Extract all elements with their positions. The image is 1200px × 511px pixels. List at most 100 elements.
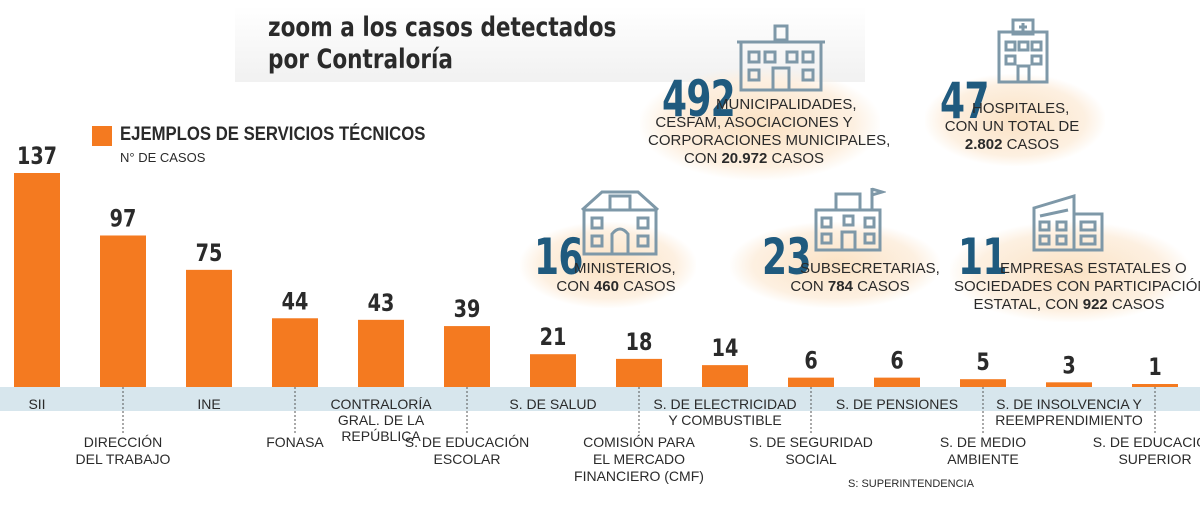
value-label-2: 75 <box>196 240 223 268</box>
callout-municipal-line3: CORPORACIONES MUNICIPALES, <box>648 132 891 149</box>
category-label-1-line-0: DIRECCIÓN <box>84 434 163 450</box>
ministry-building-icon <box>580 190 660 256</box>
hospital-icon <box>997 18 1049 84</box>
value-label-12: 3 <box>1062 352 1075 380</box>
category-label-4-line-2: REPÚBLICA <box>341 428 421 444</box>
category-label-0-line-0: SII <box>28 396 45 412</box>
value-label-6: 21 <box>540 324 567 352</box>
callout-hospital-line1: HOSPITALES, <box>972 100 1070 117</box>
footnote: S: SUPERINTENDENCIA <box>848 478 974 490</box>
callout-subsec-cases: 784 <box>827 278 853 295</box>
callout-subsec-line1: SUBSECRETARIAS, <box>800 260 940 277</box>
callout-company-line1: EMPRESAS ESTATALES O <box>1000 260 1187 277</box>
callout-bubble-hospital <box>925 74 1105 166</box>
callout-ministry-line2c: CASOS <box>618 278 676 295</box>
bar-12 <box>1046 382 1092 387</box>
callout-municipal-line4: CON 20.972 CASOS <box>648 150 860 168</box>
category-label-8-line-1: Y COMBUSTIBLE <box>668 412 781 428</box>
callout-hospital-line3: 2.802 CASOS <box>932 136 1092 154</box>
bar-7 <box>616 358 662 387</box>
callout-municipal-line4c: CASOS <box>767 150 825 167</box>
callout-hospital-line2: CON UN TOTAL DE <box>944 118 1080 135</box>
callout-hospital-cases: 2.802 <box>964 136 1003 153</box>
category-label-7-line-2: FINANCIERO (CMF) <box>574 468 704 484</box>
callout-municipal-line2: CESFAM, ASOCIACIONES Y <box>655 114 853 131</box>
callout-municipal-cases: 20.972 <box>721 150 768 167</box>
value-label-11: 5 <box>976 349 989 377</box>
category-label-7-line-1: EL MERCADO <box>593 451 685 467</box>
callout-number-ministry: 16 <box>534 228 583 286</box>
category-label-4-line-0: CONTRALORÍA <box>330 396 432 412</box>
callout-number-subsec: 23 <box>762 228 811 286</box>
callout-number-company: 11 <box>958 228 1007 286</box>
value-label-10: 6 <box>890 348 903 376</box>
category-label-7-line-0: COMISIÓN PARA <box>583 434 695 450</box>
value-label-7: 18 <box>626 329 653 357</box>
callout-number-municipal: 492 <box>662 70 736 128</box>
callout-company-cases: 922 <box>1082 296 1108 313</box>
value-label-5: 39 <box>454 296 481 324</box>
city-hall-icon <box>737 24 825 92</box>
callout-bubble-subsec <box>730 222 940 308</box>
category-label-4-line-1: GRAL. DE LA <box>338 412 425 428</box>
callout-subsec-line2c: CASOS <box>852 278 910 295</box>
category-label-13-line-0: S. DE EDUCACIÓN <box>1093 434 1200 450</box>
callout-company-line2: SOCIEDADES CON PARTICIPACIÓN <box>954 278 1200 295</box>
category-label-1-line-1: DEL TRABAJO <box>76 451 171 467</box>
value-label-9: 6 <box>804 348 817 376</box>
bar-1 <box>100 235 146 387</box>
callout-text-hospital: HOSPITALES, CON UN TOTAL DE 2.802 CASOS <box>932 100 1092 154</box>
category-label-10-line-0: S. DE PENSIONES <box>836 396 958 412</box>
value-label-1: 97 <box>110 205 137 233</box>
legend-sublabel: N° DE CASOS <box>120 150 206 165</box>
baseline-band <box>0 387 1200 411</box>
category-label-11-line-0: S. DE MEDIO <box>940 434 1026 450</box>
category-label-2-line-0: INE <box>197 396 220 412</box>
company-building-icon <box>1032 193 1104 252</box>
callout-ministry-cases: 460 <box>593 278 619 295</box>
bar-6 <box>530 354 576 387</box>
value-label-8: 14 <box>712 335 739 363</box>
bar-3 <box>272 318 318 387</box>
callout-number-hospital: 47 <box>940 72 989 130</box>
bar-8 <box>702 365 748 387</box>
callout-bubble-company <box>950 222 1190 322</box>
category-label-12-line-1: REEMPRENDIMIENTO <box>995 412 1143 428</box>
legend-swatch <box>92 126 112 146</box>
callout-text-ministry: MINISTERIOS, CON 460 CASOS <box>546 260 686 296</box>
callout-subsec-line2a: CON <box>790 278 828 295</box>
category-label-8-line-0: S. DE ELECTRICIDAD <box>653 396 796 412</box>
callout-ministry-line2: CON 460 CASOS <box>546 278 686 296</box>
value-label-0: 137 <box>17 143 57 171</box>
callout-text-municipal: MUNICIPALIDADES, CESFAM, ASOCIACIONES Y … <box>648 96 891 168</box>
bar-2 <box>186 269 232 387</box>
bar-13 <box>1132 384 1178 387</box>
category-label-3-line-0: FONASA <box>266 434 324 450</box>
callout-municipal-line1: MUNICIPALIDADES, <box>716 96 857 113</box>
callout-bubble-municipal <box>640 68 880 180</box>
bar-10 <box>874 377 920 387</box>
value-label-3: 44 <box>282 288 309 316</box>
category-label-5-line-1: ESCOLAR <box>434 451 501 467</box>
category-label-12-line-0: S. DE INSOLVENCIA Y <box>996 396 1142 412</box>
category-label-9-line-0: S. DE SEGURIDAD <box>749 434 873 450</box>
callout-text-company: EMPRESAS ESTATALES O SOCIEDADES CON PART… <box>954 260 1200 314</box>
bar-9 <box>788 377 834 387</box>
legend-label: EJEMPLOS DE SERVICIOS TÉCNICOS <box>120 124 426 145</box>
school-building-icon <box>814 187 886 252</box>
bar-0 <box>14 173 60 387</box>
category-label-13-line-1: SUPERIOR <box>1118 451 1191 467</box>
callout-company-line3: ESTATAL, CON 922 CASOS <box>954 296 1184 314</box>
bar-11 <box>960 379 1006 387</box>
callout-bubble-ministry <box>520 222 696 308</box>
callout-company-line3a: ESTATAL, CON <box>973 296 1083 313</box>
category-label-9-line-1: SOCIAL <box>785 451 837 467</box>
bar-4 <box>358 319 404 387</box>
callout-municipal-line4a: CON <box>683 150 722 167</box>
category-label-5-line-0: S. DE EDUCACIÓN <box>405 434 529 450</box>
callout-subsec-line2: CON 784 CASOS <box>770 278 930 296</box>
callout-hospital-line3c: CASOS <box>1002 136 1060 153</box>
callout-ministry-line2a: CON <box>556 278 594 295</box>
chart-title: zoom a los casos detectados por Contralo… <box>268 12 617 75</box>
